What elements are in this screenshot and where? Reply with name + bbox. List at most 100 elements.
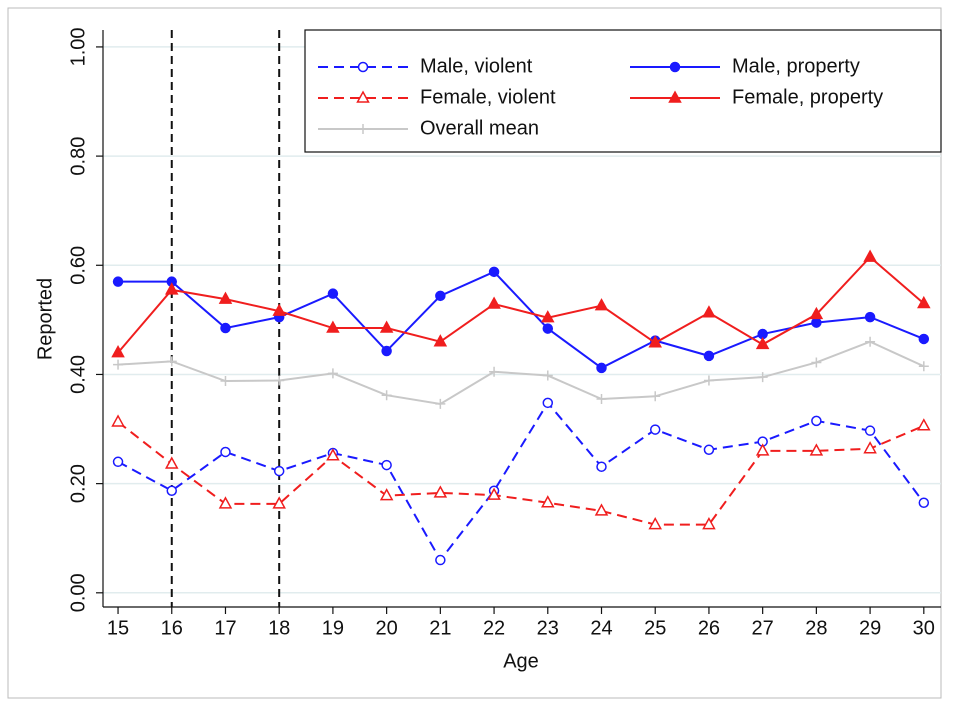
marker (435, 398, 446, 409)
series-line (117, 255, 925, 354)
marker (596, 461, 607, 472)
marker (435, 290, 446, 302)
marker (541, 310, 555, 323)
marker (111, 345, 125, 358)
marker (166, 485, 178, 496)
marker (864, 425, 876, 436)
marker (356, 90, 370, 103)
marker (487, 487, 501, 500)
x-tick-label: 23 (537, 617, 559, 639)
x-tick-label: 27 (752, 617, 774, 639)
series-line (117, 340, 925, 405)
marker (112, 276, 124, 287)
legend-label: Male, property (732, 55, 860, 77)
marker (863, 441, 877, 454)
marker (113, 359, 124, 370)
marker (811, 317, 822, 328)
marker (757, 372, 768, 383)
marker (358, 124, 368, 134)
marker (542, 370, 553, 381)
marker (357, 61, 369, 73)
marker (594, 298, 609, 311)
marker (218, 496, 233, 509)
x-tick-label: 28 (805, 617, 827, 639)
marker (274, 375, 285, 386)
marker (488, 266, 500, 278)
marker (703, 444, 715, 456)
marker (489, 366, 500, 377)
marker (272, 496, 286, 509)
x-tick-label: 24 (590, 617, 612, 639)
y-tick-label: 0.20 (67, 464, 89, 503)
x-tick-label: 29 (859, 617, 881, 639)
marker (220, 376, 231, 387)
y-tick-label: 1.00 (67, 27, 89, 66)
marker (433, 334, 448, 347)
x-tick-label: 18 (268, 617, 290, 639)
legend-label: Female, property (732, 86, 883, 108)
x-tick-label: 20 (376, 617, 398, 639)
marker (917, 295, 931, 309)
legend-label: Male, violent (420, 55, 533, 77)
marker (668, 90, 682, 103)
marker (435, 554, 446, 566)
marker (326, 448, 340, 461)
marker (648, 335, 662, 348)
marker (379, 320, 394, 333)
marker (755, 443, 770, 456)
marker (594, 503, 609, 516)
marker (326, 320, 340, 333)
marker (865, 336, 876, 347)
x-tick-label: 16 (161, 617, 183, 639)
frame (7, 7, 942, 699)
marker (703, 375, 714, 386)
marker (703, 350, 715, 362)
y-tick-label: 0.00 (67, 573, 89, 612)
marker (755, 336, 770, 350)
marker (811, 415, 822, 427)
legend-box (304, 29, 942, 153)
x-tick-label: 26 (698, 617, 720, 639)
marker (272, 303, 286, 316)
marker (542, 323, 554, 334)
marker (327, 368, 338, 379)
x-tick-label: 15 (107, 617, 129, 639)
marker (809, 306, 824, 320)
x-tick-label: 19 (322, 617, 344, 639)
marker (864, 311, 876, 323)
marker (596, 394, 607, 405)
marker (863, 249, 877, 262)
marker (542, 397, 554, 409)
marker (917, 418, 931, 431)
x-tick-label: 17 (214, 617, 236, 639)
marker (809, 443, 824, 456)
x-tick-label: 21 (429, 617, 451, 639)
marker (381, 390, 392, 401)
x-axis-label: Age (503, 650, 539, 672)
marker (649, 424, 661, 435)
marker (220, 446, 231, 458)
y-tick-label: 0.80 (67, 137, 89, 176)
marker (433, 485, 448, 498)
marker (650, 391, 661, 402)
marker (702, 517, 716, 530)
marker (381, 459, 392, 471)
marker (111, 414, 125, 427)
marker (918, 361, 929, 372)
legend-label: Overall mean (420, 117, 539, 139)
series-line (117, 401, 925, 562)
marker (379, 488, 394, 501)
series-line (117, 421, 925, 526)
x-tick-label: 25 (644, 617, 666, 639)
series-line (118, 270, 925, 370)
marker (381, 345, 392, 357)
marker (327, 288, 339, 299)
marker (596, 362, 607, 374)
marker (166, 356, 177, 367)
marker (220, 322, 231, 334)
marker (164, 456, 179, 469)
y-tick-label: 0.60 (67, 246, 89, 285)
marker (218, 291, 233, 304)
y-tick-label: 0.40 (67, 355, 89, 394)
